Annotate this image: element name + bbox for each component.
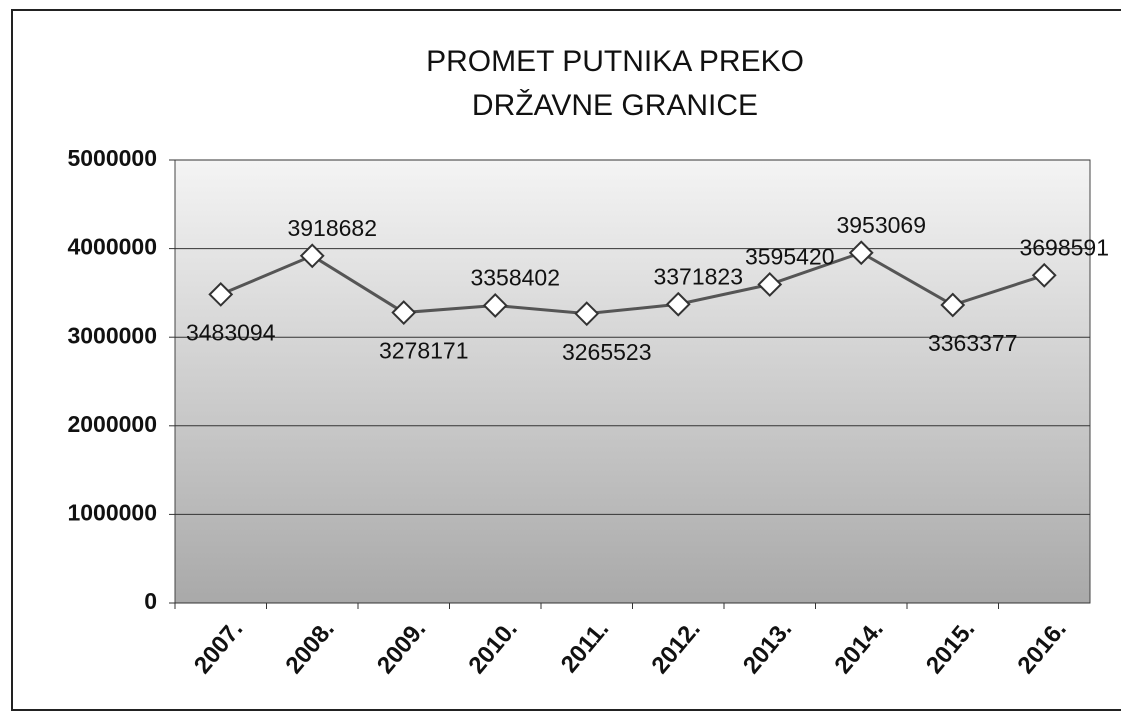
y-tick-label: 3000000 xyxy=(67,322,157,348)
y-tick-label: 5000000 xyxy=(67,145,157,171)
data-label: 3953069 xyxy=(836,212,926,238)
marker xyxy=(391,300,417,325)
marker xyxy=(757,272,783,297)
x-tick-label: 2012. xyxy=(646,616,705,679)
x-tick-label: 2016. xyxy=(1012,616,1071,679)
marker xyxy=(482,293,508,318)
chart-border xyxy=(11,9,1121,711)
line xyxy=(220,251,1045,316)
data-label: 3265523 xyxy=(562,339,652,365)
x-tick-label: 2013. xyxy=(738,616,797,679)
data-label: 3363377 xyxy=(928,330,1018,356)
data-label: 3918682 xyxy=(287,215,377,241)
y-tick-label: 0 xyxy=(144,588,157,614)
data-label: 3278171 xyxy=(379,338,469,364)
x-tick-label: 2008. xyxy=(280,616,339,679)
x-tick-label: 2009. xyxy=(372,616,431,679)
marker xyxy=(208,281,234,307)
data-label: 3371823 xyxy=(653,263,743,289)
y-tick-label: 4000000 xyxy=(67,234,157,260)
marker xyxy=(848,240,874,266)
y-tick-label: 1000000 xyxy=(67,499,157,525)
marker xyxy=(940,292,966,318)
x-tick-label: 2007. xyxy=(189,616,248,679)
x-tick-label: 2011. xyxy=(556,616,614,678)
marker xyxy=(665,291,691,317)
x-tick-label: 2014. xyxy=(829,616,888,679)
chart-title: PROMET PUTNIKA PREKO DRŽAVNE GRANICE xyxy=(426,45,804,122)
data-label: 3483094 xyxy=(186,319,276,345)
y-tick-label: 2000000 xyxy=(67,411,157,437)
x-tick-label: 2015. xyxy=(921,616,980,679)
data-label: 3595420 xyxy=(745,244,835,270)
marker xyxy=(299,243,325,269)
marker xyxy=(574,301,600,327)
marker xyxy=(1031,262,1057,288)
x-tick-label: 2010. xyxy=(463,616,522,679)
data-label: 3358402 xyxy=(470,265,560,291)
data-label: 3698591 xyxy=(1019,234,1109,260)
